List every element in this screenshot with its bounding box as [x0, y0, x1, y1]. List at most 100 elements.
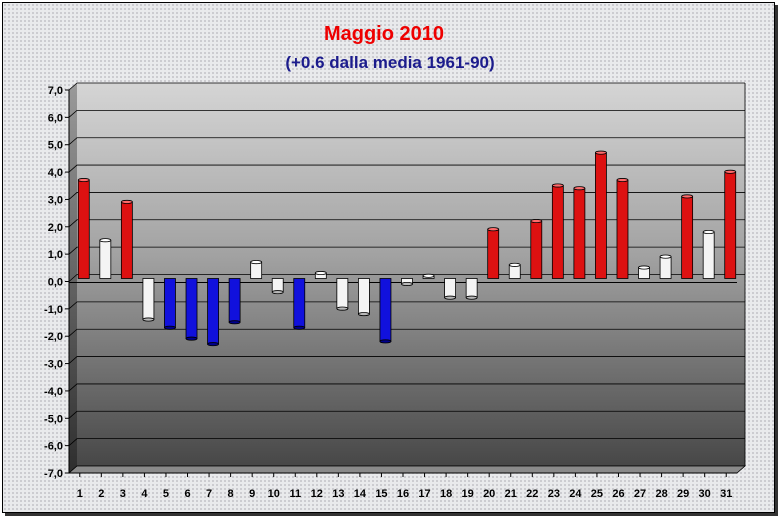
bar — [573, 187, 586, 279]
bar — [164, 278, 176, 329]
x-tick-label: 5 — [163, 488, 169, 500]
chart-title: Maggio 2010 — [324, 23, 444, 45]
x-tick-label: 7 — [206, 488, 212, 500]
bar — [336, 278, 349, 309]
y-tick-label: 5,0 — [48, 140, 63, 152]
gridline — [68, 438, 745, 446]
y-tick-label: 4,0 — [48, 167, 63, 179]
bar — [99, 239, 112, 279]
bar-cap — [379, 339, 392, 344]
bar-cap — [702, 229, 715, 234]
bar — [465, 278, 478, 299]
x-tick-label: 17 — [418, 488, 430, 500]
bar — [142, 278, 155, 320]
x-tick-label: 19 — [462, 488, 474, 500]
bar-cap — [530, 219, 543, 224]
bar-cap — [724, 169, 737, 174]
x-tick-label: 23 — [548, 488, 560, 500]
gridline — [68, 192, 745, 200]
bar-cap — [207, 342, 219, 347]
bar-cap — [99, 238, 112, 243]
bar-cap — [616, 178, 629, 183]
x-tick-label: 2 — [98, 488, 104, 500]
x-tick-label: 16 — [397, 488, 409, 500]
bar — [293, 278, 306, 329]
bar-cap — [573, 186, 586, 191]
x-tick-label: 3 — [120, 488, 126, 500]
gridline — [68, 219, 745, 228]
y-tick-label: 0,0 — [48, 277, 63, 289]
x-tick-label: 11 — [289, 488, 301, 500]
x-tick-label: 6 — [184, 488, 190, 500]
bar-cap — [465, 295, 478, 300]
bar-cap — [120, 199, 133, 204]
y-tick-label: -2,0 — [44, 331, 63, 343]
bar — [487, 228, 500, 279]
bar-cap — [271, 290, 284, 295]
gridline — [68, 301, 745, 310]
y-tick-label: -3,0 — [44, 359, 63, 371]
x-tick-label: 20 — [483, 488, 495, 500]
gridline — [68, 410, 745, 419]
bar — [250, 261, 263, 279]
bar-cap — [595, 150, 607, 155]
bar — [681, 196, 694, 279]
bar-cap — [250, 260, 263, 265]
bar-cap — [508, 262, 521, 267]
x-tick-label: 18 — [440, 488, 452, 500]
y-tick-label: -5,0 — [44, 413, 63, 425]
x-tick-label: 8 — [228, 488, 234, 500]
x-tick-label: 28 — [655, 488, 667, 500]
bar — [551, 185, 564, 279]
bar-cap — [77, 178, 90, 183]
bar — [120, 201, 133, 279]
bar — [595, 152, 607, 279]
x-tick-label: 26 — [612, 488, 624, 500]
bar — [77, 179, 90, 279]
gridline — [68, 164, 745, 173]
gridline — [68, 274, 745, 282]
bar — [724, 171, 737, 279]
x-tick-label: 30 — [699, 488, 711, 500]
y-tick-label: -4,0 — [44, 386, 63, 398]
bar-cap — [314, 271, 327, 276]
bar — [207, 278, 219, 345]
gridline — [68, 246, 745, 255]
bar-cap — [422, 273, 435, 278]
bar — [530, 220, 543, 279]
x-tick-label: 24 — [569, 488, 582, 500]
x-tick-label: 12 — [311, 488, 323, 500]
bar-cap — [444, 295, 456, 300]
bar-cap — [401, 281, 413, 286]
bar — [358, 278, 370, 315]
bar-cap — [185, 336, 198, 341]
x-tick-label: 21 — [505, 488, 517, 500]
y-tick-label: 6,0 — [48, 112, 63, 124]
x-tick-label: 14 — [354, 488, 367, 500]
x-tick-label: 25 — [591, 488, 603, 500]
bar-cap — [487, 227, 500, 232]
bar-cap — [638, 265, 650, 270]
y-tick-label: -1,0 — [44, 304, 63, 316]
gridline — [68, 328, 745, 337]
chart-subtitle: (+0.6 dalla media 1961-90) — [285, 53, 494, 72]
bar-cap — [336, 306, 349, 311]
bar-cap — [551, 183, 564, 188]
bar-cap — [659, 254, 672, 259]
x-tick-label: 9 — [249, 488, 255, 500]
gridline — [68, 82, 745, 91]
x-tick-label: 31 — [720, 488, 732, 500]
bar-cap — [228, 320, 241, 325]
x-tick-label: 13 — [332, 488, 344, 500]
bar — [702, 231, 715, 279]
plot-floor — [67, 465, 747, 474]
x-tick-label: 29 — [677, 488, 689, 500]
x-tick-label: 10 — [268, 488, 280, 500]
bar — [228, 278, 241, 323]
x-tick-label: 1 — [77, 488, 83, 500]
bar-cap — [293, 325, 306, 330]
gridline — [68, 356, 745, 364]
bar-cap — [164, 325, 176, 330]
bar — [444, 278, 456, 299]
